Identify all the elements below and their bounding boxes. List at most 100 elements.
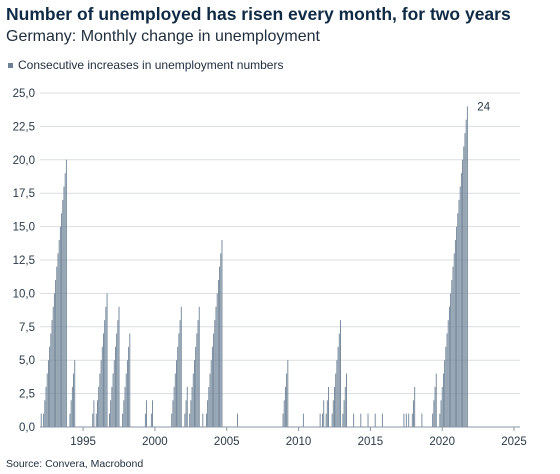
x-tick-label: 2005 xyxy=(214,436,240,448)
bar xyxy=(344,386,346,427)
bar xyxy=(73,373,74,427)
bar xyxy=(197,320,199,427)
x-tick-label: 2000 xyxy=(142,436,168,448)
bar xyxy=(195,346,197,427)
bar xyxy=(112,373,114,427)
bar xyxy=(346,373,347,427)
bar xyxy=(319,413,321,427)
bar xyxy=(440,400,442,427)
bar xyxy=(287,360,289,427)
legend: Consecutive increases in unemployment nu… xyxy=(8,58,283,72)
x-tick-label: 2025 xyxy=(501,436,527,448)
bar xyxy=(446,333,448,427)
bar xyxy=(93,400,95,427)
bar xyxy=(403,413,405,427)
bar xyxy=(360,413,362,427)
bar xyxy=(452,266,454,427)
y-tick-label: 22,5 xyxy=(13,121,35,133)
bar xyxy=(459,186,461,427)
bar xyxy=(282,413,284,427)
bar xyxy=(405,413,407,427)
bar xyxy=(432,413,434,427)
bar xyxy=(57,253,59,427)
bar xyxy=(421,413,423,427)
legend-swatch xyxy=(8,62,13,68)
bar xyxy=(454,239,456,427)
last-value-label: 24 xyxy=(477,101,490,113)
bar xyxy=(95,413,97,427)
bar xyxy=(465,119,467,427)
bar xyxy=(177,346,179,427)
bar xyxy=(213,333,215,427)
bar xyxy=(101,346,103,427)
bar xyxy=(176,360,177,427)
bar xyxy=(45,386,47,427)
y-tick-label: 20,0 xyxy=(13,155,35,167)
y-tick-label: 7,5 xyxy=(19,322,35,334)
bar xyxy=(322,413,323,427)
bar xyxy=(283,400,285,427)
bar xyxy=(152,400,153,427)
bar xyxy=(186,386,188,427)
x-axis: 1995 2000 2005 2010 2015 2020 2025 xyxy=(40,426,527,448)
bar xyxy=(353,413,355,427)
bar xyxy=(408,413,410,427)
bar xyxy=(55,280,57,427)
bar xyxy=(43,413,45,427)
bar xyxy=(302,413,304,427)
bar xyxy=(180,306,182,427)
bar xyxy=(118,306,120,427)
bar xyxy=(215,306,217,427)
bar xyxy=(192,373,194,427)
bar xyxy=(116,333,118,427)
x-tick-label: 2020 xyxy=(429,436,455,448)
bar xyxy=(205,413,207,427)
x-tick-label: 2010 xyxy=(286,436,312,448)
bar xyxy=(98,386,100,427)
bar xyxy=(325,413,327,427)
bar xyxy=(456,226,458,427)
bar xyxy=(109,413,110,427)
bar xyxy=(286,373,288,427)
bar xyxy=(100,360,102,427)
bar xyxy=(202,413,204,427)
bar xyxy=(450,293,452,427)
bar xyxy=(444,360,446,427)
bar xyxy=(433,400,435,427)
bar xyxy=(338,333,340,427)
bar xyxy=(171,413,173,427)
bar xyxy=(52,306,54,427)
bar xyxy=(172,400,174,427)
bar xyxy=(150,413,152,427)
bar xyxy=(221,239,223,427)
bar xyxy=(411,413,413,427)
bar xyxy=(343,400,345,427)
bar xyxy=(374,413,376,427)
y-tick-label: 10,0 xyxy=(13,288,35,300)
bar xyxy=(439,413,441,427)
bar xyxy=(51,320,53,427)
bar xyxy=(103,333,104,427)
bar xyxy=(453,253,455,427)
bar xyxy=(209,373,211,427)
bar xyxy=(447,320,449,427)
bar xyxy=(451,280,453,427)
y-tick-label: 2,5 xyxy=(19,389,35,401)
bar xyxy=(106,293,108,427)
bar xyxy=(216,293,218,427)
chart-title: Number of unemployed has risen every mon… xyxy=(6,4,511,24)
bar xyxy=(58,239,60,427)
bar xyxy=(63,186,65,427)
bar xyxy=(65,159,67,428)
bar xyxy=(122,413,124,427)
x-tick-label: 1995 xyxy=(70,436,96,448)
y-tick-label: 5,0 xyxy=(19,355,35,367)
bar xyxy=(69,413,71,427)
bar xyxy=(174,373,176,427)
bar xyxy=(332,400,334,427)
bar xyxy=(445,346,447,427)
bar xyxy=(50,333,52,427)
bar xyxy=(434,386,436,427)
bar xyxy=(71,386,73,427)
